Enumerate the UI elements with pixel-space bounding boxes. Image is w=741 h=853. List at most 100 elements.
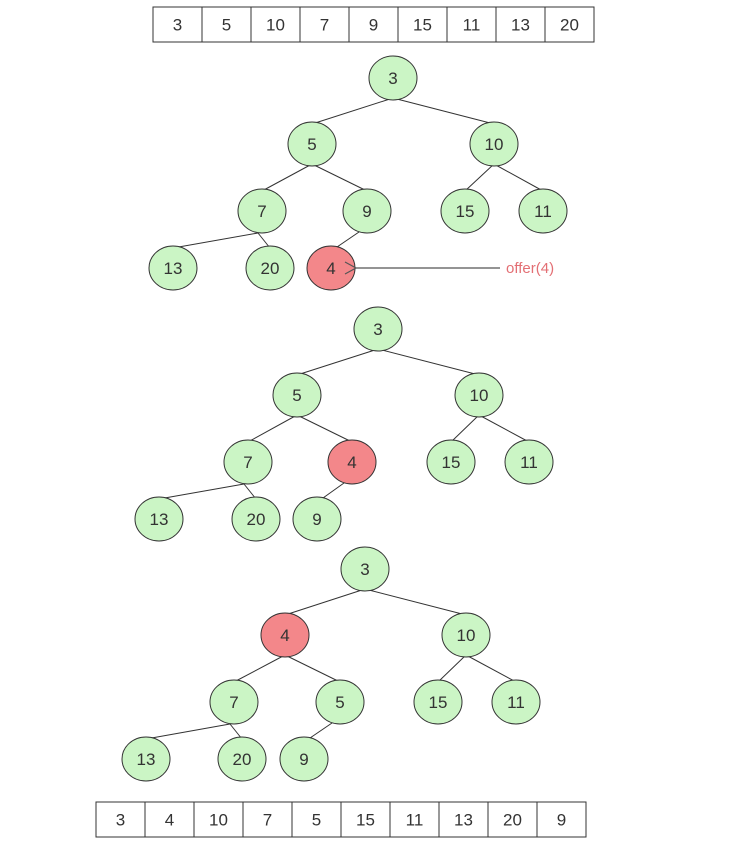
array-after-cell: 15: [340, 801, 391, 838]
tree-edge: [296, 348, 379, 376]
heap-node: 7: [209, 679, 259, 725]
heap-node: 13: [148, 245, 198, 291]
array-after-cell-box: [438, 801, 489, 838]
array-after-cell: 3: [95, 801, 146, 838]
tree-edge: [364, 588, 467, 616]
tree-edge: [377, 348, 480, 376]
array-after-cell-value: 5: [312, 811, 321, 830]
heap-node: 13: [121, 736, 171, 782]
heap-node-value: 7: [257, 202, 266, 221]
tree-edge: [296, 414, 353, 443]
array-before-cell-value: 20: [560, 16, 579, 35]
heap-node-value: 13: [150, 510, 169, 529]
heap-node: 10: [441, 612, 491, 658]
array-before-cell: 11: [446, 6, 497, 43]
array-after-cell: 5: [291, 801, 342, 838]
tree-step-2: 3 5 10 7 4 15 11 13 20 9: [134, 306, 554, 542]
heap-node-value: 4: [280, 626, 289, 645]
array-after-cell-value: 15: [356, 811, 375, 830]
array-before-cell: 5: [201, 6, 252, 43]
heap-node: 9: [292, 496, 342, 542]
array-before-cell-box: [495, 6, 546, 43]
array-after-cell: 10: [193, 801, 244, 838]
heap-node-circle: [469, 121, 519, 167]
heap-node-circle: [340, 546, 390, 592]
heap-node: 11: [491, 679, 541, 725]
array-before-cell-box: [348, 6, 399, 43]
heap-node-circle: [272, 372, 322, 418]
heap-node-circle: [454, 372, 504, 418]
array-before-cell-value: 13: [511, 16, 530, 35]
heap-node-circle: [413, 679, 463, 725]
heap-node-value: 15: [429, 693, 448, 712]
highlighted-heap-node: 4: [327, 439, 377, 485]
tree-edge: [284, 654, 341, 683]
array-before-cell-box: [446, 6, 497, 43]
heap-node-circle: [237, 188, 287, 234]
heap-node: 20: [217, 736, 267, 782]
tree-edge: [336, 231, 360, 248]
heap-node-value: 9: [362, 202, 371, 221]
heap-node-value: 7: [229, 693, 238, 712]
array-before-cell: 7: [299, 6, 350, 43]
tree-edge: [322, 482, 345, 499]
array-before-cell: 15: [397, 6, 448, 43]
tree-edge: [311, 163, 368, 192]
array-before-cell-value: 3: [173, 16, 182, 35]
heap-node-circle: [491, 679, 541, 725]
heap-node-circle: [148, 245, 198, 291]
array-before-cell-value: 11: [463, 16, 481, 35]
tree-edge: [243, 483, 257, 500]
heap-node: 11: [504, 439, 554, 485]
heap-node-circle: [292, 496, 342, 542]
highlighted-heap-node: 4: [260, 612, 310, 658]
array-before-cell: 9: [348, 6, 399, 43]
heap-node-value: 9: [312, 510, 321, 529]
heap-node-value: 5: [292, 386, 301, 405]
heap-node-value: 15: [442, 453, 461, 472]
heap-node-value: 3: [388, 69, 397, 88]
heap-node: 15: [413, 679, 463, 725]
heap-node: 3: [368, 55, 418, 101]
heap-node: 5: [315, 679, 365, 725]
offer-label: offer(4): [506, 260, 554, 277]
tree-edge: [478, 414, 530, 443]
heap-node-value: 3: [360, 560, 369, 579]
array-after-cell-value: 9: [557, 811, 566, 830]
array-after-cell-box: [487, 801, 538, 838]
tree-edge: [229, 723, 243, 740]
heap-node-value: 11: [507, 693, 525, 712]
heap-node-circle: [440, 188, 490, 234]
array-after-cell-value: 20: [503, 811, 522, 830]
heap-node-value: 13: [164, 259, 183, 278]
tree-edge: [465, 654, 517, 683]
tree-edge: [172, 232, 259, 249]
array-before-cell: 13: [495, 6, 546, 43]
array-after-cell-box: [536, 801, 587, 838]
array-before-cell-box: [250, 6, 301, 43]
heap-node-value: 5: [335, 693, 344, 712]
heap-node: 10: [454, 372, 504, 418]
heap-node-value: 4: [347, 453, 356, 472]
array-before-cell-box: [544, 6, 595, 43]
heap-node: 3: [353, 306, 403, 352]
array-before-cell: 3: [152, 6, 203, 43]
heap-node-circle: [315, 679, 365, 725]
heap-node-circle: [368, 55, 418, 101]
array-after-cell: 13: [438, 801, 489, 838]
tree-edge: [493, 163, 544, 192]
heap-node: 9: [279, 736, 329, 782]
tree-edge: [247, 414, 298, 443]
heap-node-value: 4: [326, 259, 335, 278]
heap-node: 5: [272, 372, 322, 418]
heap-node-circle: [426, 439, 476, 485]
array-before-cell-value: 7: [320, 16, 329, 35]
heap-node: 7: [237, 188, 287, 234]
array-before-cell-box: [152, 6, 203, 43]
heap-node: 13: [134, 496, 184, 542]
heap-node: 9: [342, 188, 392, 234]
array-after-cell-value: 10: [209, 811, 228, 830]
heap-node-circle: [279, 736, 329, 782]
tree-edge: [309, 722, 333, 739]
